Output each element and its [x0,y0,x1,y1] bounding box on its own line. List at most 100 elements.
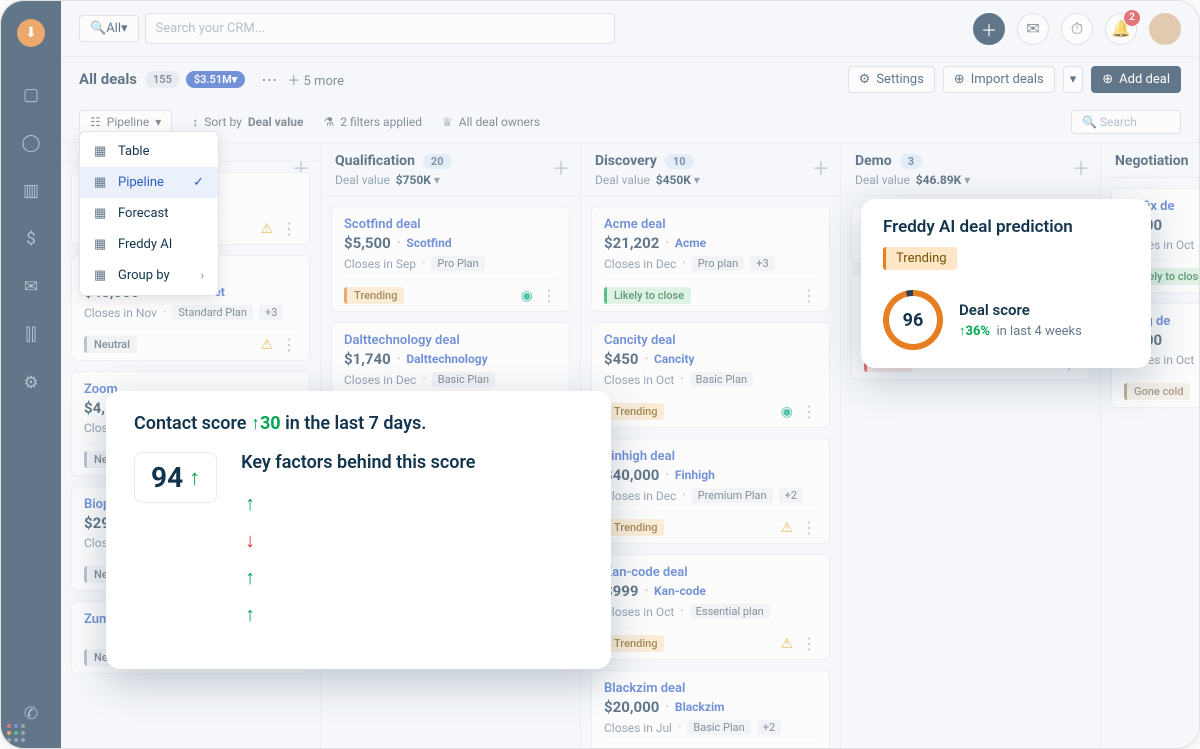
deals-count-pill: 155 [145,71,180,88]
deal-name: Dalttechnology deal [344,333,557,348]
card-menu-icon[interactable]: ⋮ [801,634,817,653]
add-card-icon[interactable]: ＋ [812,155,830,181]
owners-filter[interactable]: ♕ All deal owners [442,115,540,129]
contact-score-delta: ↑30 [251,413,281,434]
factor-row: ↓ [241,528,583,553]
column-count: 10 [665,154,694,169]
column-header: Discovery10 Deal value $450K ▾ ＋ [581,143,840,196]
card-menu-icon[interactable]: ⋮ [801,402,817,421]
factors-title: Key factors behind this score [241,452,583,473]
card-menu-icon[interactable]: ⋮ [541,286,557,305]
board-toolbar: ☷ Pipeline ▾ ↕ Sort by Deal value ⚗ 2 fi… [61,101,1199,143]
arrow-down-icon: ↓ [241,528,259,553]
deal-name: Finhigh deal [604,449,817,464]
page-header: All deals 155 $3.51M ▾ ⋯ ＋ 5 more ⚙ Sett… [61,57,1199,101]
filters-indicator[interactable]: ⚗ 2 filters applied [323,115,422,129]
factor-row: ↑ [241,491,583,516]
page-title: All deals [79,70,137,88]
quick-add-button[interactable]: ＋ [973,13,1005,45]
warning-icon: ⚠ [260,337,273,353]
column-count: 20 [423,154,452,169]
view-selector[interactable]: ☷ Pipeline ▾ [79,110,172,134]
deal-name: Blackzim deal [604,681,817,696]
card-menu-icon[interactable]: ⋮ [801,286,817,305]
play-icon[interactable]: ◉ [521,288,533,304]
deal-amount: $999 • Kan-code [604,582,817,600]
deal-amount: $5,500 • Scotfind [344,234,557,252]
view-menu-item[interactable]: ▦Forecast [80,198,218,229]
nav-settings-icon[interactable]: ⚙ [13,365,49,401]
deal-card[interactable]: Acme deal $21,202 • Acme Closes in Dec •… [591,206,830,312]
deal-card[interactable]: Finhigh deal $40,000 • Finhigh Closes in… [591,438,830,544]
add-card-icon[interactable]: ＋ [1072,155,1090,181]
card-menu-icon[interactable]: ⋮ [281,219,297,238]
add-card-icon[interactable]: ＋ [552,155,570,181]
deal-tag: Trending [604,519,664,536]
deal-card[interactable]: Cancity deal $450 • Cancity Closes in Oc… [591,322,830,428]
sort-control[interactable]: ↕ Sort by Deal value [192,115,303,129]
settings-button[interactable]: ⚙ Settings [848,66,935,93]
deal-meta: Closes in Oct • Basic Plan [604,372,817,387]
nav-deals-icon[interactable]: $ [13,221,49,257]
deal-card[interactable]: Kan-code deal $999 • Kan-code Closes in … [591,554,830,660]
nav-reports-icon[interactable]: ⫿⫿ [13,317,49,353]
card-menu-icon[interactable]: ⋮ [281,335,297,354]
scope-label: All [106,21,121,36]
arrow-up-icon: ↑ [241,491,259,516]
view-menu-item[interactable]: ▦Freddy AI [80,229,218,260]
arrow-up-icon: ↑ [241,565,259,590]
deal-meta: Closes in Dec • Pro plan +3 [604,256,817,271]
view-menu-item[interactable]: ▦Table [80,136,218,167]
view-menu-item[interactable]: ▦Pipeline✓ [80,167,218,198]
deal-meta: Closes in Nov • Standard Plan +3 [84,305,297,320]
import-dropdown[interactable]: ▾ [1063,66,1084,93]
view-menu-item[interactable]: ▦Group by› [80,260,218,291]
nav-mail-icon[interactable]: ✉ [13,269,49,305]
column-subtitle: Deal value $750K ▾ [335,173,566,187]
board-search-input[interactable]: 🔍 Search [1071,110,1181,134]
import-deals-button[interactable]: ⊕ Import deals [943,66,1055,93]
mail-button[interactable]: ✉ [1017,13,1049,45]
deal-meta: Closes in Dec • Basic Plan [344,372,557,387]
deal-tag: Gone cold [1124,383,1190,400]
alerts-button[interactable]: 🔔2 [1105,13,1137,45]
deal-card[interactable]: Scotfind deal $5,500 • Scotfind Closes i… [331,206,570,312]
nav-contacts-icon[interactable]: ◯ [13,125,49,161]
deal-name: Scotfind deal [344,217,557,232]
column-header: Demo3 Deal value $46.89K ▾ ＋ [841,143,1100,196]
arrow-up-icon: ↑ [241,602,259,627]
card-menu-icon[interactable]: ⋮ [801,518,817,537]
deal-name: Kan-code deal [604,565,817,580]
deal-card[interactable]: Blackzim deal $20,000 • Blackzim Closes … [591,670,830,748]
contact-score-suffix: in the last 7 days. [285,413,426,434]
deal-name: Cancity deal [604,333,817,348]
header-more-icon[interactable]: ⋯ [261,70,277,89]
header-more-link[interactable]: ＋ 5 more [287,70,344,89]
add-deal-button[interactable]: ⊕ Add deal [1091,66,1181,93]
column-name: Qualification [335,153,415,169]
view-menu: ▦Table▦Pipeline✓▦Forecast▦Freddy AI▦Grou… [79,131,219,296]
deal-tag: Trending [344,287,404,304]
deal-score-ring: 96 [883,290,943,350]
column-subtitle: Deal value $46.89K ▾ [855,173,1086,187]
deal-meta: Closes in Dec • Premium Plan +2 [604,488,817,503]
global-search-input[interactable]: Search your CRM... [145,13,615,44]
deals-value-pill[interactable]: $3.51M ▾ [186,71,245,88]
nav-dashboard-icon[interactable]: ▢ [13,77,49,113]
deal-tag: Likely to close [604,287,691,304]
resize-grip [7,724,25,742]
freddy-prediction-popup: Freddy AI deal prediction Trending 96 De… [861,199,1151,368]
play-icon[interactable]: ◉ [781,404,793,420]
brand-logo: ⬇ [17,19,45,47]
nav-accounts-icon[interactable]: ▥ [13,173,49,209]
notification-icon[interactable]: ⏱ [1061,13,1093,45]
column-name: Discovery [595,153,657,169]
scope-selector[interactable]: 🔍 All ▾ [79,15,139,42]
deal-amount: $450 • Cancity [604,350,817,368]
deal-tag: Trending [604,403,664,420]
contact-score-value: 94↑ [134,452,217,503]
deal-meta: Closes in Oct • Essential plan [604,604,817,619]
top-bar: 🔍 All ▾ Search your CRM... ＋ ✉ ⏱ 🔔2 [61,1,1199,57]
warning-icon: ⚠ [780,636,793,652]
user-avatar[interactable] [1149,13,1181,45]
